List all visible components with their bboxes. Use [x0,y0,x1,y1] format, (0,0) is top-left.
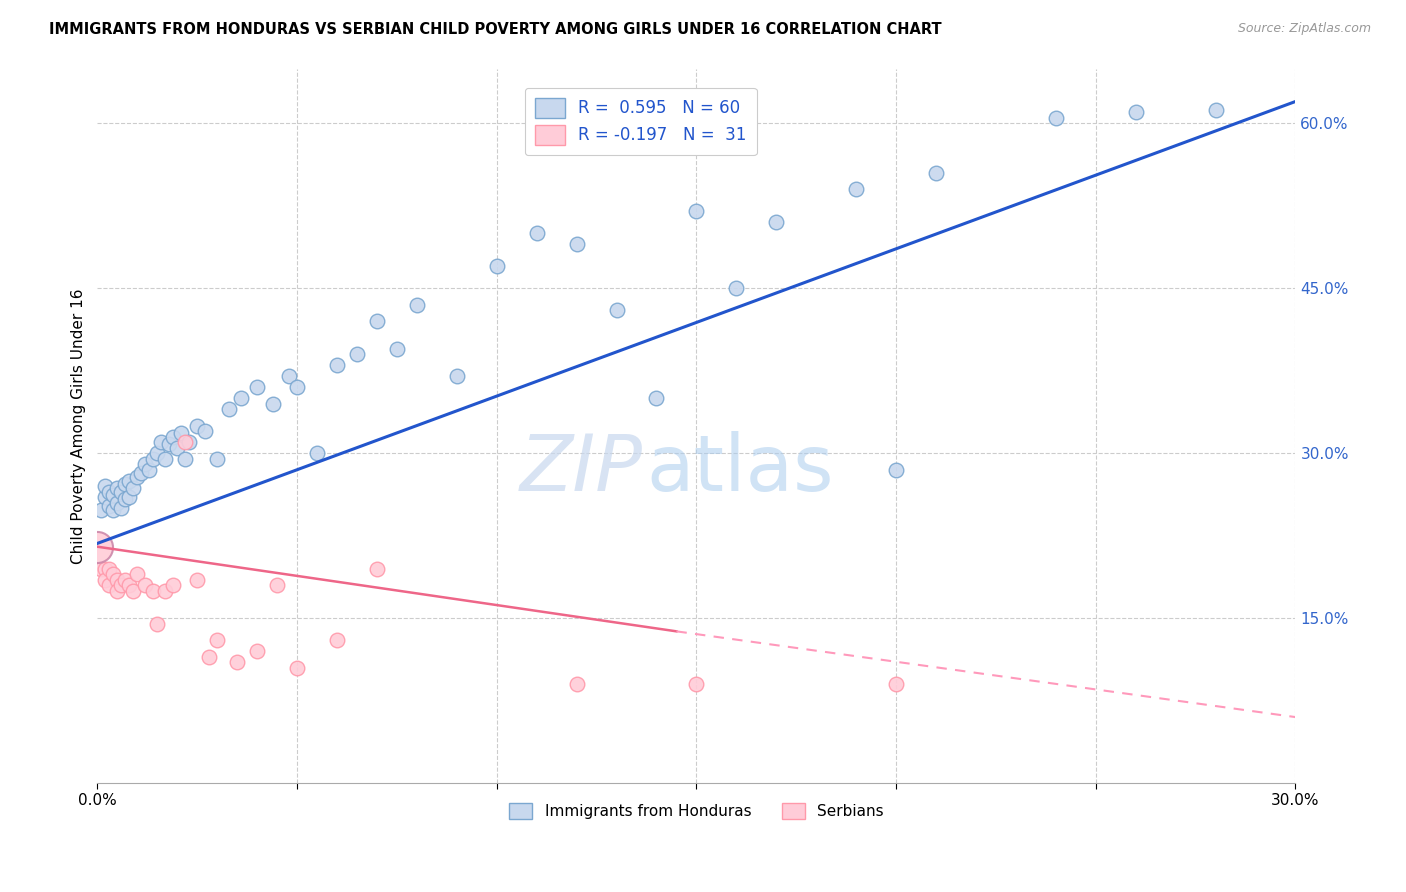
Point [127,470,149,484]
Point [127,567,149,582]
Point [246,380,269,394]
Point [226,655,249,669]
Point [98,578,121,592]
Point [166,441,188,455]
Point [366,562,388,576]
Point [565,677,588,691]
Point [86,540,108,554]
Point [105,496,128,510]
Point [103,503,125,517]
Point [174,451,197,466]
Point [142,451,165,466]
Point [94,490,117,504]
Point [1125,105,1147,120]
Point [146,616,169,631]
Point [685,677,707,691]
Point [134,578,156,592]
Text: Source: ZipAtlas.com: Source: ZipAtlas.com [1237,22,1371,36]
Point [405,298,427,312]
Point [186,418,208,433]
Point [285,380,308,394]
Point [90,503,112,517]
Point [205,451,228,466]
Y-axis label: Child Poverty Among Girls Under 16: Child Poverty Among Girls Under 16 [72,288,86,564]
Point [266,578,288,592]
Point [94,479,117,493]
Point [366,314,388,328]
Point [98,562,121,576]
Point [110,578,132,592]
Point [198,649,221,664]
Point [122,482,145,496]
Point [103,488,125,502]
Point [526,227,548,241]
Point [765,215,787,229]
Point [157,437,180,451]
Point [194,424,217,438]
Point [925,166,948,180]
Point [229,392,252,406]
Point [118,578,141,592]
Point [110,484,132,499]
Point [94,573,117,587]
Point [884,463,907,477]
Point [134,457,156,471]
Point [105,573,128,587]
Text: ZIP: ZIP [519,431,643,507]
Point [142,583,165,598]
Point [155,583,177,598]
Text: IMMIGRANTS FROM HONDURAS VS SERBIAN CHILD POVERTY AMONG GIRLS UNDER 16 CORRELATI: IMMIGRANTS FROM HONDURAS VS SERBIAN CHIL… [49,22,942,37]
Point [326,359,349,373]
Point [138,463,160,477]
Point [446,369,468,384]
Point [90,562,112,576]
Point [218,402,240,417]
Point [94,562,117,576]
Point [114,477,136,491]
Point [114,492,136,507]
Point [246,644,269,658]
Point [346,347,368,361]
Point [150,435,173,450]
Point [278,369,301,384]
Point [262,397,284,411]
Point [565,237,588,252]
Point [1045,111,1067,125]
Point [162,430,184,444]
Point [129,466,152,480]
Point [122,583,145,598]
Point [305,446,328,460]
Point [146,446,169,460]
Point [105,583,128,598]
Point [162,578,184,592]
Point [884,677,907,691]
Point [170,426,193,441]
Text: atlas: atlas [647,431,834,507]
Point [155,451,177,466]
Point [485,260,508,274]
Point [174,435,197,450]
Point [114,573,136,587]
Point [1205,103,1227,118]
Point [606,303,628,318]
Point [98,499,121,513]
Point [110,501,132,516]
Point [105,482,128,496]
Point [725,281,748,295]
Point [385,342,408,356]
Point [118,490,141,504]
Point [118,474,141,488]
Point [205,633,228,648]
Point [685,204,707,219]
Point [103,567,125,582]
Point [285,660,308,674]
Point [186,573,208,587]
Legend: Immigrants from Honduras, Serbians: Immigrants from Honduras, Serbians [503,797,890,825]
Point [326,633,349,648]
Point [98,484,121,499]
Point [845,182,868,196]
Point [645,392,668,406]
Point [179,435,201,450]
